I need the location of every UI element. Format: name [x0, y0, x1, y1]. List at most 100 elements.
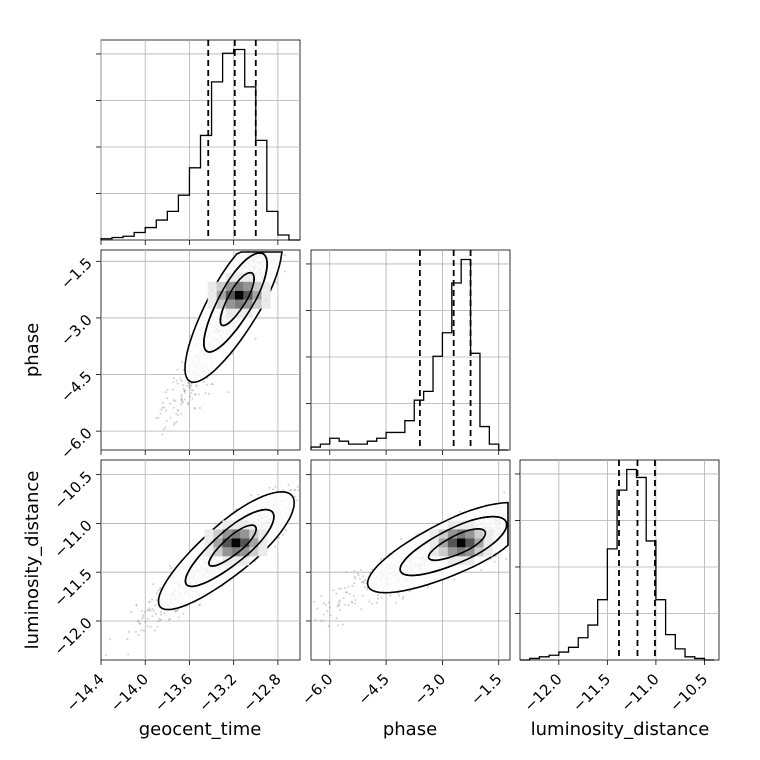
density-cell — [447, 538, 457, 548]
histogram-steps — [100, 48, 300, 241]
sample-point — [166, 388, 169, 391]
sample-point — [199, 407, 201, 409]
density-cell — [465, 520, 475, 530]
sample-point — [193, 406, 196, 409]
sample-point — [316, 607, 319, 610]
sample-point — [165, 419, 168, 422]
sample-point — [173, 422, 176, 424]
density-cell — [234, 308, 244, 318]
scatter-geocent-time-vs-luminosity-distance-panel — [96, 459, 301, 665]
sample-point — [158, 619, 161, 622]
sample-point — [347, 585, 350, 588]
density-cell — [258, 538, 268, 548]
sample-point — [351, 584, 354, 587]
sample-point — [320, 595, 323, 598]
density-cell — [243, 272, 253, 282]
y-tick-label: −11.5 — [50, 565, 95, 610]
sample-point — [191, 389, 194, 392]
sample-point — [183, 389, 186, 392]
sample-point — [154, 604, 157, 607]
sample-point — [190, 384, 193, 387]
sample-point — [180, 393, 183, 396]
y-tick-label: −10.5 — [50, 468, 95, 513]
x-tick-label: −12.0 — [520, 670, 565, 715]
sample-point — [161, 433, 164, 436]
sample-point — [176, 409, 179, 412]
density-cell — [231, 520, 241, 530]
sample-point — [183, 389, 186, 392]
hist-phase-panel — [306, 249, 511, 455]
density-cell — [465, 547, 475, 557]
sample-point — [173, 399, 176, 401]
sample-point — [160, 618, 162, 621]
x-axis-label-geocent-time: geocent_time — [139, 719, 262, 740]
sample-point — [398, 594, 401, 597]
sample-point — [137, 633, 140, 636]
sample-point — [346, 591, 348, 594]
sample-point — [156, 620, 159, 623]
sample-point — [180, 412, 183, 415]
sample-point — [366, 588, 369, 591]
sample-point — [199, 603, 202, 606]
sample-point — [353, 575, 356, 578]
sample-point — [140, 610, 143, 612]
density-cell — [207, 299, 217, 309]
sample-point — [368, 600, 371, 603]
sample-point — [182, 369, 185, 371]
sample-point — [134, 630, 137, 633]
sample-point — [206, 383, 208, 386]
sample-point — [190, 389, 193, 391]
sample-point — [344, 591, 347, 594]
density-cell — [261, 281, 271, 291]
sample-point — [181, 400, 184, 403]
sample-point — [146, 625, 149, 627]
sample-point — [143, 611, 146, 614]
density-cell — [225, 308, 235, 318]
sample-point — [163, 612, 166, 615]
sample-point — [377, 594, 380, 597]
sample-point — [177, 410, 180, 412]
sample-point — [126, 638, 129, 641]
x-tick-label: −1.5 — [467, 670, 505, 708]
sample-point — [142, 614, 145, 617]
sample-point — [335, 592, 338, 595]
density-cell — [222, 529, 232, 539]
x-tick-label: −13.6 — [151, 670, 196, 715]
density-contour — [203, 252, 268, 353]
sample-point — [290, 489, 293, 491]
sample-point — [313, 600, 316, 603]
density-cell — [474, 547, 484, 557]
sample-point — [380, 596, 383, 599]
sample-point — [272, 488, 275, 491]
sample-point — [193, 407, 196, 410]
sample-point — [408, 590, 411, 593]
sample-point — [154, 613, 157, 615]
density-cell — [429, 547, 439, 557]
sample-point — [203, 380, 206, 383]
sample-point — [231, 352, 234, 355]
sample-point — [257, 493, 259, 496]
sample-point — [183, 390, 186, 392]
y-tick-label: −4.5 — [57, 367, 95, 405]
sample-point — [151, 615, 154, 618]
sample-point — [371, 568, 374, 571]
sample-point — [154, 629, 157, 632]
sample-point — [180, 399, 183, 402]
sample-point — [159, 587, 162, 589]
density-cell — [213, 538, 223, 548]
sample-point — [167, 618, 170, 621]
x-tick-label: −13.2 — [195, 670, 240, 715]
sample-point — [322, 613, 325, 616]
sample-point — [172, 381, 175, 384]
sample-point — [397, 592, 400, 595]
sample-point — [351, 600, 353, 603]
density-cell — [225, 299, 235, 309]
density-cell — [243, 290, 253, 300]
density-cell — [204, 547, 214, 557]
sample-point — [189, 387, 192, 390]
sample-point — [157, 416, 160, 419]
density-cell — [456, 556, 466, 566]
sample-point — [337, 624, 339, 627]
density-contour — [208, 524, 258, 567]
sample-point — [459, 510, 462, 513]
